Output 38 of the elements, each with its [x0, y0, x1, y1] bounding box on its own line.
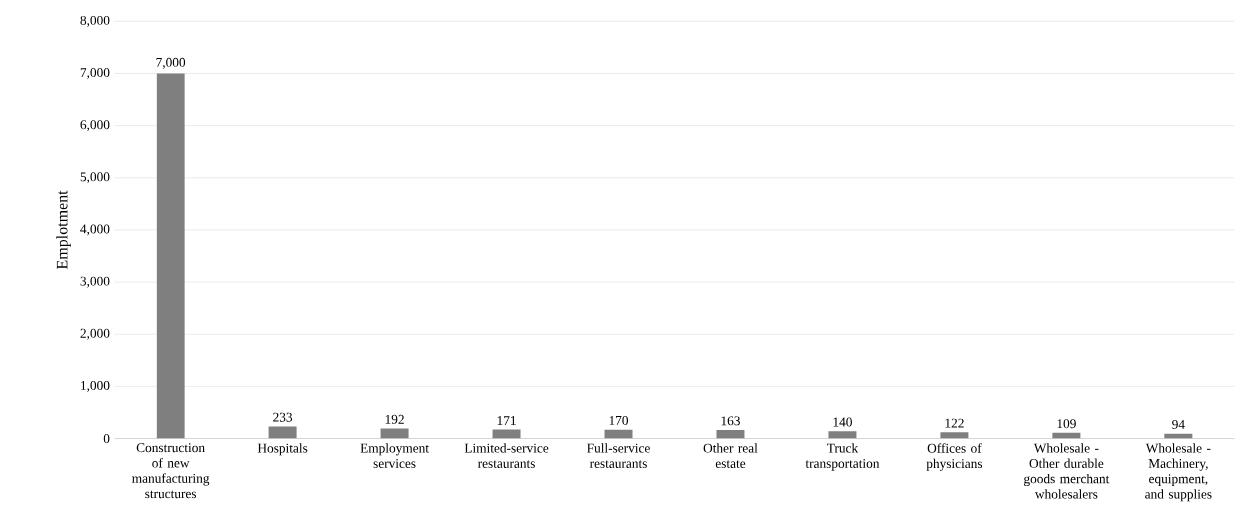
- x-tick-label: Wholesale - Machinery, equipment, and supplies: [1145, 443, 1212, 502]
- y-tick-label: 5,000: [80, 172, 110, 184]
- bar: [716, 430, 745, 439]
- y-tick-label: 6,000: [80, 120, 110, 132]
- bar: [828, 431, 857, 439]
- data-label: 122: [945, 418, 964, 428]
- bar: [492, 429, 521, 439]
- y-tick-label: 0: [103, 434, 110, 444]
- bar: [604, 429, 633, 439]
- y-tick-label: 4,000: [80, 224, 110, 236]
- x-tick-label: Employment services: [360, 443, 429, 469]
- bar: [380, 428, 409, 439]
- data-label: 170: [609, 416, 629, 426]
- bar: [940, 432, 969, 439]
- y-axis-title: Emplotment: [56, 190, 71, 270]
- data-label: 233: [273, 412, 293, 422]
- x-tick-label: Offices of physicians: [926, 443, 983, 472]
- data-label: 94: [1172, 420, 1185, 430]
- bar: [268, 426, 297, 439]
- x-tick-label: Truck transportation: [805, 443, 880, 471]
- bar: [156, 73, 185, 439]
- data-label: 140: [833, 417, 852, 427]
- x-tick-label: Limited-service restaurants: [464, 443, 549, 469]
- y-tick-label: 3,000: [80, 276, 110, 288]
- data-label: 7,000: [156, 58, 186, 70]
- y-tick-label: 8,000: [80, 16, 110, 28]
- x-tick-label: Full-service restaurants: [587, 443, 650, 469]
- data-label: 192: [385, 415, 404, 425]
- y-tick-label: 7,000: [80, 68, 110, 80]
- data-label: 109: [1057, 419, 1076, 429]
- data-label: 163: [721, 416, 740, 426]
- x-tick-label: Wholesale - Other durable goods merchant wholesalers: [1024, 443, 1110, 499]
- y-tick-label: 1,000: [81, 381, 110, 393]
- x-tick-label: Other real estate: [703, 443, 758, 469]
- x-tick-label: Construction of new manufacturing structures: [132, 443, 210, 499]
- data-label: 171: [497, 416, 516, 426]
- x-tick-label: Hospitals: [257, 443, 308, 456]
- y-tick-label: 2,000: [80, 329, 110, 340]
